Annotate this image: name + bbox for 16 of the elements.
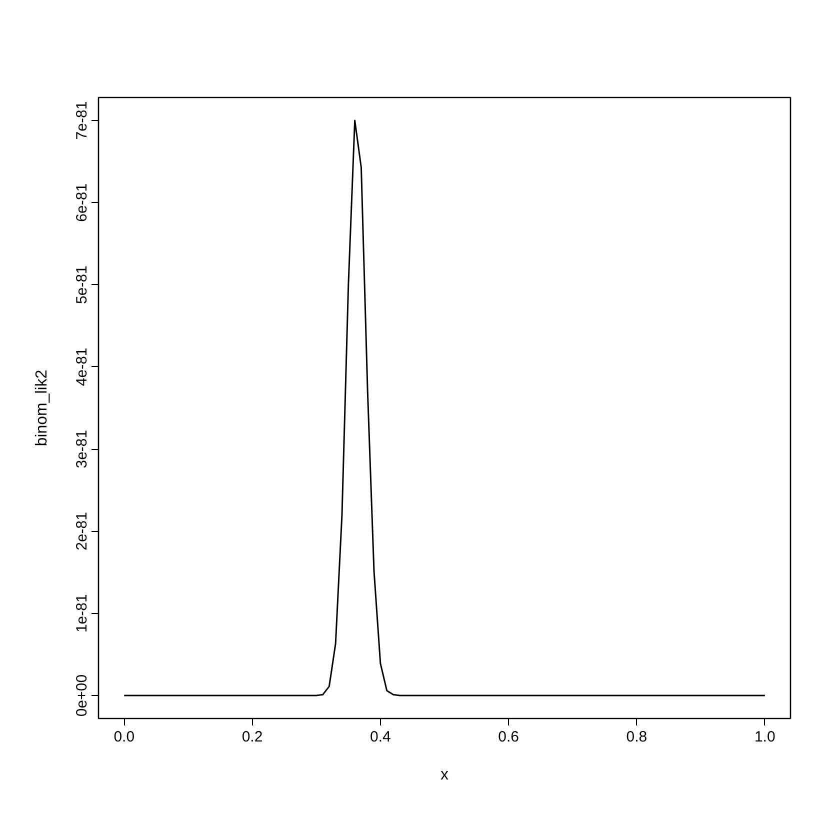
y-axis-title: binom_lik2: [34, 370, 50, 446]
x-tick-label: 1.0: [754, 728, 776, 746]
y-tick-label: 3e-81: [74, 430, 90, 468]
x-tick-label: 0.8: [626, 728, 648, 746]
y-tick-label: 0e+00: [74, 674, 90, 717]
y-tick-label: 7e-81: [74, 101, 90, 140]
y-tick-label: 5e-81: [74, 266, 90, 304]
y-tick-label: 2e-81: [74, 512, 90, 550]
y-tick-label: 6e-81: [74, 183, 90, 222]
y-tick-label: 1e-81: [74, 594, 90, 633]
x-tick-label: 0.2: [242, 728, 263, 746]
x-tick-label: 0.6: [498, 728, 520, 746]
y-tick-label: 4e-81: [74, 348, 90, 386]
x-axis-title: x: [440, 766, 448, 784]
x-tick-label: 0.4: [370, 728, 391, 746]
x-tick-label: 0.0: [114, 728, 135, 746]
